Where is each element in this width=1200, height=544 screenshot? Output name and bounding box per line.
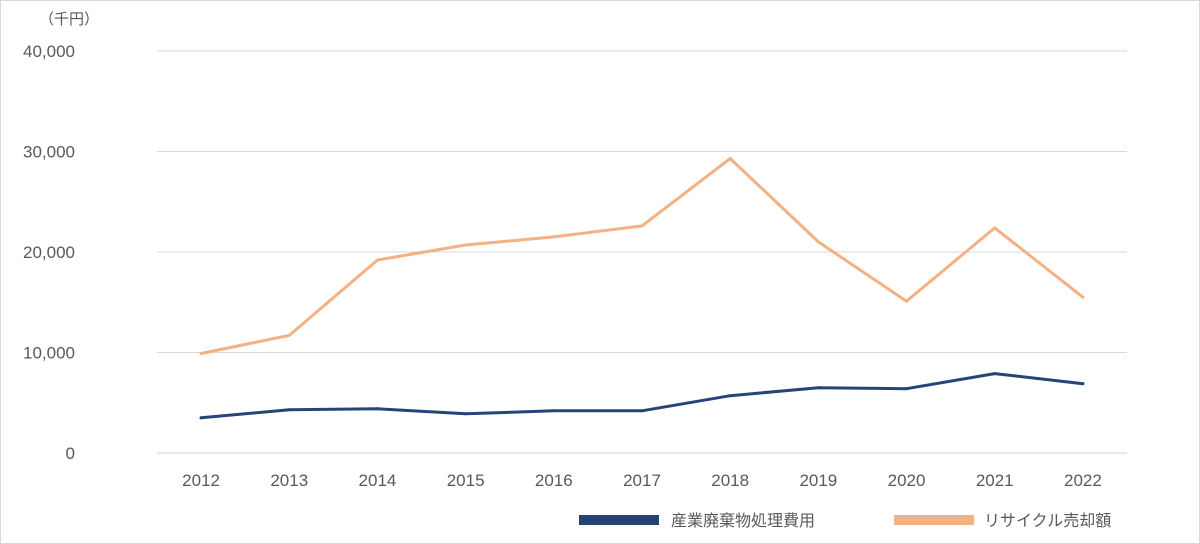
data-point	[905, 299, 909, 303]
legend: 産業廃棄物処理費用 リサイクル売却額	[579, 511, 1111, 530]
data-point	[287, 333, 291, 337]
data-point	[728, 394, 732, 398]
x-tick-label: 2017	[623, 471, 661, 490]
data-point	[728, 157, 732, 161]
y-tick-label: 0	[66, 444, 75, 463]
y-axis-ticks: 0 10,000 20,000 30,000 40,000	[23, 42, 75, 463]
x-axis-ticks: 2012 2013 2014 2015 2016 2017 2018 2019 2020 2021…	[182, 471, 1102, 490]
x-tick-label: 2015	[447, 471, 485, 490]
data-point	[552, 235, 556, 239]
data-point	[905, 387, 909, 391]
data-point	[993, 226, 997, 230]
data-point	[199, 352, 203, 356]
data-point	[1081, 382, 1085, 386]
legend-label-2: リサイクル売却額	[984, 511, 1111, 530]
y-tick-label: 20,000	[23, 243, 75, 262]
data-point	[199, 416, 203, 420]
x-tick-label: 2021	[976, 471, 1014, 490]
data-point	[816, 240, 820, 244]
x-tick-label: 2018	[711, 471, 749, 490]
legend-swatch-2	[894, 515, 974, 525]
legend-swatch-1	[579, 515, 659, 525]
data-point	[993, 372, 997, 376]
x-tick-label: 2012	[182, 471, 220, 490]
x-tick-label: 2019	[799, 471, 837, 490]
gridlines	[157, 50, 1127, 454]
y-tick-label: 10,000	[23, 344, 75, 363]
x-tick-label: 2014	[359, 471, 397, 490]
data-point	[640, 409, 644, 413]
data-point	[375, 407, 379, 411]
data-point	[287, 408, 291, 412]
x-tick-label: 2016	[535, 471, 573, 490]
series-lines	[199, 157, 1085, 420]
x-tick-label: 2013	[270, 471, 308, 490]
series-line-2	[199, 157, 1085, 355]
x-tick-label: 2020	[888, 471, 926, 490]
x-tick-label: 2022	[1064, 471, 1102, 490]
data-point	[375, 258, 379, 262]
data-point	[464, 412, 468, 416]
data-point	[816, 386, 820, 390]
data-point	[1081, 295, 1085, 299]
data-point	[640, 224, 644, 228]
data-point	[552, 409, 556, 413]
y-tick-label: 30,000	[23, 143, 75, 162]
y-tick-label: 40,000	[23, 42, 75, 61]
legend-label-1: 産業廃棄物処理費用	[671, 511, 815, 530]
data-point	[464, 243, 468, 247]
unit-label: （千円）	[39, 10, 99, 28]
